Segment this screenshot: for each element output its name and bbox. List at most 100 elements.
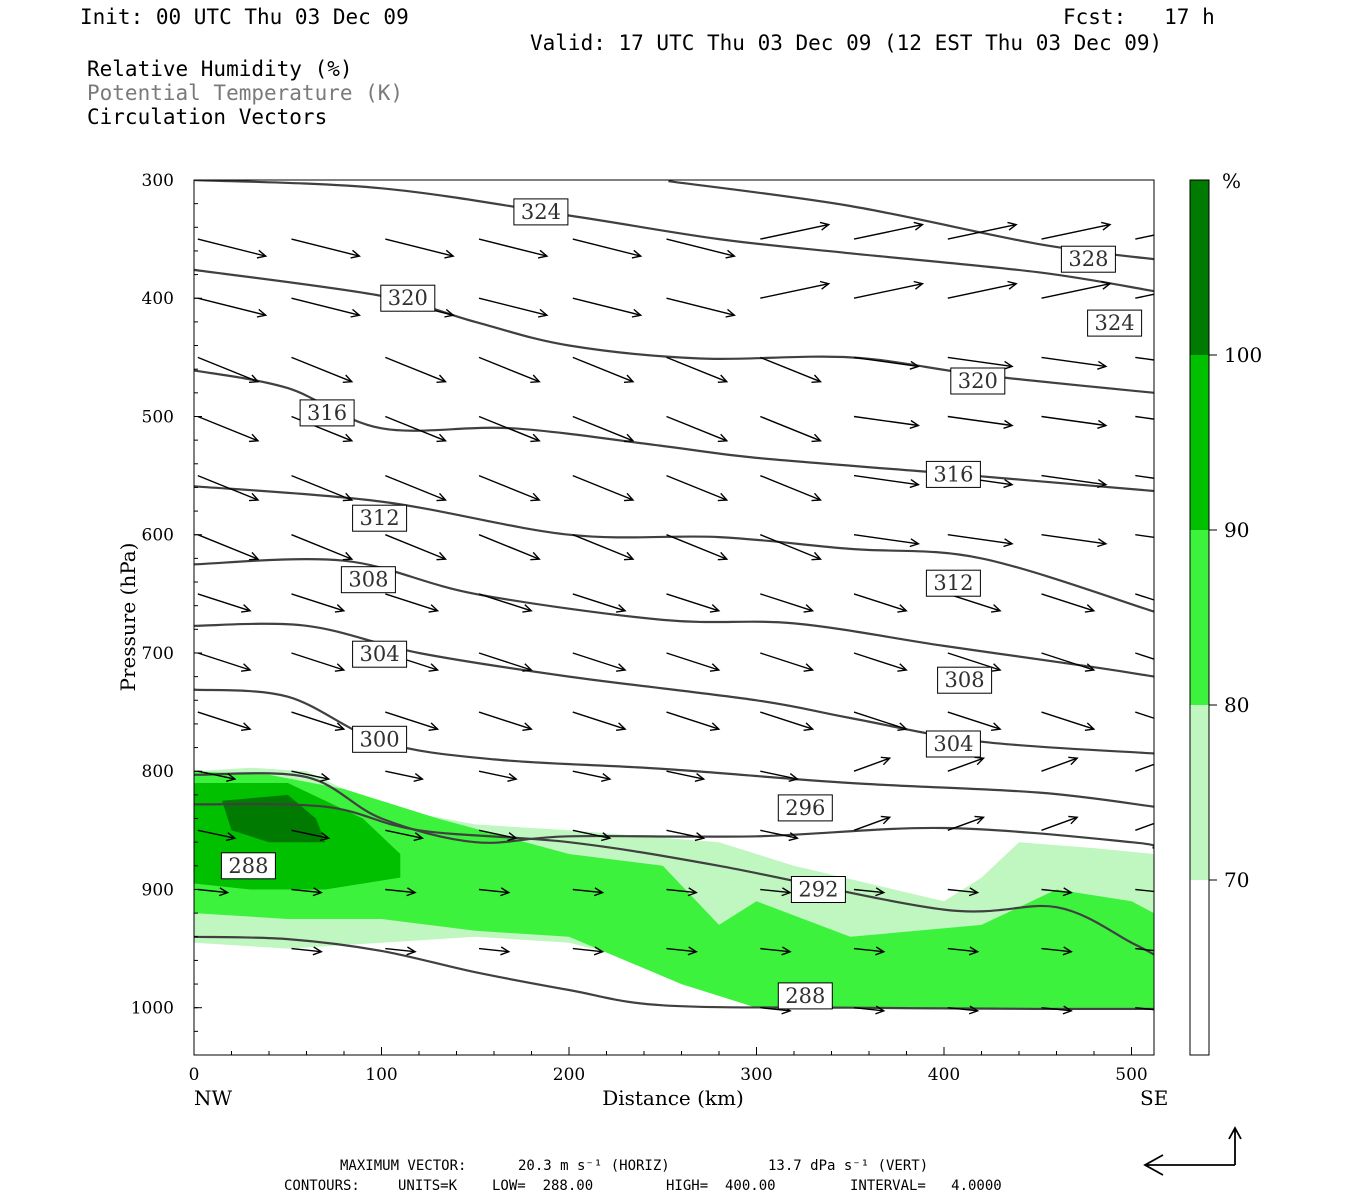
svg-text:288: 288 <box>228 854 268 878</box>
x-tick-label: 100 <box>365 1065 397 1085</box>
circulation-vector <box>197 297 268 318</box>
circulation-vector <box>385 887 417 897</box>
colorbar-segment <box>1190 705 1209 880</box>
contours-units: UNITS=K <box>398 1178 458 1194</box>
plot-frame <box>193 179 1155 1056</box>
x-tick-label: 300 <box>740 1065 772 1085</box>
circulation-vector <box>385 474 447 502</box>
contours-interval: INTERVAL= 4.0000 <box>850 1178 1002 1194</box>
circulation-vector <box>1135 822 1154 831</box>
svg-text:296: 296 <box>785 796 825 820</box>
circulation-vector <box>197 711 252 731</box>
svg-text:316: 316 <box>307 401 347 425</box>
circulation-vector <box>1041 474 1108 489</box>
circulation-vector <box>197 356 260 383</box>
circulation-vector <box>760 356 822 383</box>
legend-potential-temperature: Potential Temperature (K) <box>87 81 404 105</box>
circulation-vector <box>666 770 706 782</box>
circulation-vector <box>853 756 892 772</box>
svg-text:292: 292 <box>798 878 838 902</box>
circulation-vector <box>385 593 440 613</box>
circulation-vector <box>1135 763 1154 772</box>
contour-label-320: 320 <box>950 367 1006 395</box>
circulation-vector <box>197 652 252 672</box>
circulation-vector <box>572 652 627 672</box>
theta-contour-324 <box>194 180 1154 293</box>
contour-label-layer: 324 324 328 320 320 316 316 312 312 308 308 304 304 3… <box>220 198 1143 1010</box>
circulation-vector <box>760 474 822 502</box>
circulation-vector <box>760 280 831 299</box>
theta-contour-300 <box>194 688 1154 808</box>
circulation-vector <box>572 711 627 731</box>
circulation-vector <box>947 221 1018 240</box>
circulation-vector <box>291 711 346 731</box>
left-end-label: NW <box>194 1086 233 1110</box>
circulation-vector <box>1041 711 1096 731</box>
colorbar-segment <box>1190 530 1209 705</box>
circulation-vector <box>853 1005 886 1015</box>
circulation-vector <box>1041 221 1112 240</box>
circulation-vector <box>666 297 736 318</box>
contours-label: CONTOURS: <box>284 1178 360 1194</box>
x-axis-title: Distance (km) <box>602 1086 744 1110</box>
circulation-vector <box>760 415 822 443</box>
contour-label-324: 324 <box>513 198 569 226</box>
circulation-vector <box>1041 415 1108 429</box>
svg-text:324: 324 <box>521 200 561 224</box>
contour-label-312: 312 <box>352 504 408 532</box>
circulation-vector <box>853 946 886 956</box>
svg-text:312: 312 <box>933 571 973 595</box>
circulation-vector <box>666 534 729 561</box>
circulation-vector <box>1041 652 1096 672</box>
circulation-vector <box>1135 593 1154 601</box>
circulation-vector <box>1135 293 1154 299</box>
circulation-vector <box>197 593 252 613</box>
circulation-vector <box>478 415 541 443</box>
circulation-vector <box>760 887 792 897</box>
circulation-vector <box>666 887 698 897</box>
svg-text:288: 288 <box>785 984 825 1008</box>
circulation-vector <box>478 770 518 782</box>
y-tick-label: 600 <box>142 526 174 546</box>
circulation-vector <box>291 770 331 782</box>
contours-low: LOW= 288.00 <box>492 1178 594 1194</box>
circulation-vector <box>947 815 986 831</box>
contour-label-304: 304 <box>925 730 981 758</box>
circulation-vector <box>385 238 455 259</box>
contour-label-296: 296 <box>777 794 833 822</box>
contour-label-324: 324 <box>1087 309 1143 337</box>
circulation-vector <box>760 770 799 782</box>
circulation-vector <box>666 711 721 731</box>
circulation-vector <box>478 887 511 897</box>
svg-text:320: 320 <box>958 369 998 393</box>
circulation-vector <box>572 415 635 443</box>
circulation-vector <box>478 593 533 613</box>
circulation-vector <box>572 770 612 782</box>
x-tick-label: 0 <box>189 1065 200 1085</box>
contours-high: HIGH= 400.00 <box>666 1178 776 1194</box>
circulation-vector <box>853 280 925 299</box>
colorbar: 70 80 90 100 <box>1189 179 1262 1056</box>
contour-label-300: 300 <box>352 725 408 753</box>
circulation-vector <box>1041 593 1096 613</box>
circulation-vector <box>1041 887 1073 897</box>
circulation-vector <box>666 829 706 842</box>
contour-label-312: 312 <box>925 569 981 597</box>
svg-text:300: 300 <box>360 727 400 751</box>
svg-text:308: 308 <box>348 568 388 592</box>
circulation-vector <box>385 946 417 956</box>
svg-text:308: 308 <box>945 668 985 692</box>
circulation-vector <box>572 946 605 956</box>
circulation-vector <box>385 534 447 561</box>
y-tick-label: 400 <box>142 289 174 309</box>
circulation-vector <box>760 829 799 842</box>
colorbar-label: 70 <box>1224 868 1249 892</box>
circulation-vector <box>478 474 541 502</box>
circulation-vector <box>572 534 635 561</box>
theta-contour-308 <box>194 558 1154 678</box>
circulation-vector <box>291 534 354 561</box>
circulation-vector <box>478 297 549 318</box>
circulation-vector <box>853 415 920 429</box>
x-tick-label: 400 <box>928 1065 960 1085</box>
